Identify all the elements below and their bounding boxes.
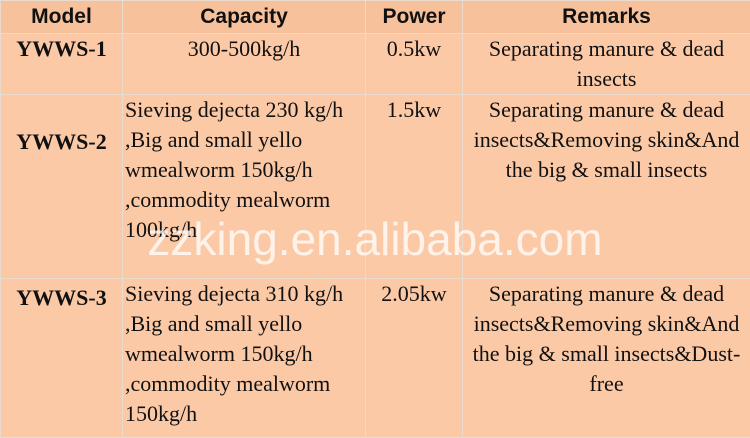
remarks-cell: Separating manure & dead insects&Removin… bbox=[463, 95, 750, 279]
remarks-cell: Separating manure & dead insects bbox=[463, 34, 750, 95]
remarks-cell: Separating manure & dead insects&Removin… bbox=[463, 279, 750, 438]
header-row: Model Capacity Power Remarks bbox=[1, 1, 750, 34]
capacity-cell: Sieving dejecta 310 kg/h ,Big and small … bbox=[123, 279, 366, 438]
capacity-cell: Sieving dejecta 230 kg/h ,Big and small … bbox=[123, 95, 366, 279]
capacity-cell: 300-500kg/h bbox=[123, 34, 366, 95]
page: Model Capacity Power Remarks YWWS-1 300-… bbox=[0, 0, 750, 400]
model-cell: YWWS-3 bbox=[1, 279, 123, 438]
header-cell: Model bbox=[1, 1, 123, 34]
header-cell: Capacity bbox=[123, 1, 366, 34]
row: YWWS-3 Sieving dejecta 310 kg/h ,Big and… bbox=[1, 279, 750, 438]
power-cell: 1.5kw bbox=[366, 95, 463, 279]
power-cell: 2.05kw bbox=[366, 279, 463, 438]
power-cell: 0.5kw bbox=[366, 34, 463, 95]
header-cell: Remarks bbox=[463, 1, 750, 34]
header-cell: Power bbox=[366, 1, 463, 34]
row: YWWS-1 300-500kg/h 0.5kw Separating manu… bbox=[1, 34, 750, 95]
model-cell: YWWS-1 bbox=[1, 34, 123, 95]
model-cell: YWWS-2 bbox=[1, 95, 123, 279]
row: YWWS-2 Sieving dejecta 230 kg/h ,Big and… bbox=[1, 95, 750, 279]
